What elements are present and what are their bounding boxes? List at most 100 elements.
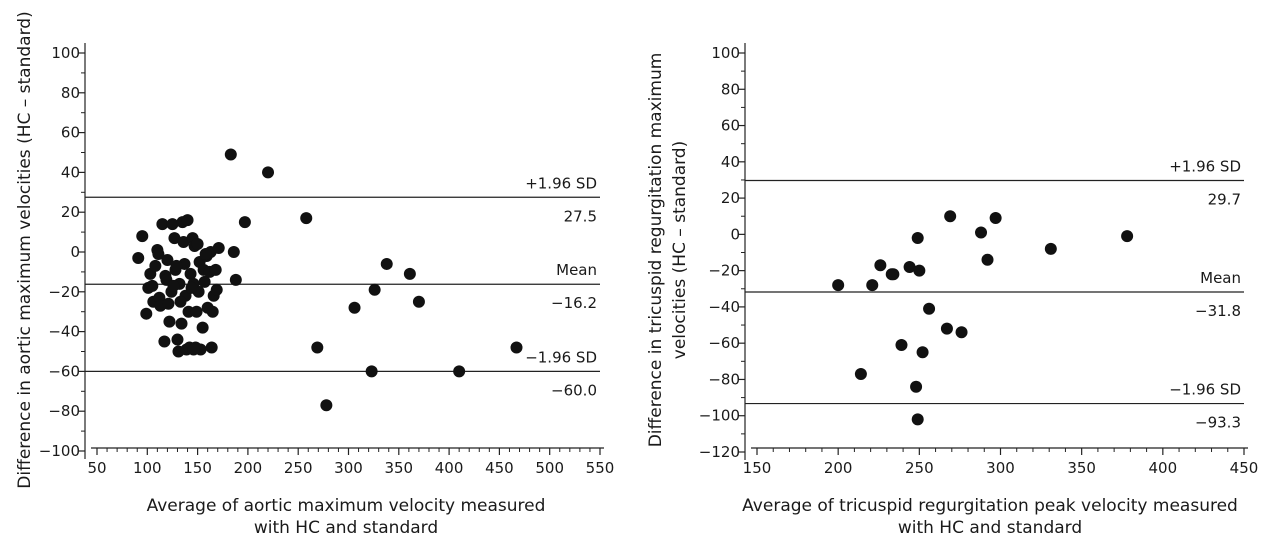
- reference-line-label: +1.96 SD: [525, 174, 597, 192]
- x-tick-label: 150: [183, 459, 212, 477]
- data-point: [132, 251, 145, 264]
- data-point: [380, 257, 393, 270]
- data-point: [874, 259, 887, 272]
- x-tick-label: 200: [234, 459, 263, 477]
- data-point: [510, 341, 523, 354]
- data-point: [187, 343, 200, 356]
- reference-line-value: 29.7: [1208, 190, 1241, 208]
- data-point: [320, 399, 333, 412]
- x-tick-label: 400: [1149, 459, 1178, 477]
- data-point: [161, 253, 174, 266]
- x-tick-label: 250: [905, 459, 934, 477]
- data-point: [229, 273, 242, 286]
- data-point: [262, 166, 275, 179]
- y-axis-label: velocities (HC – standard): [670, 141, 690, 359]
- reference-line-label: −1.96 SD: [525, 348, 597, 366]
- x-tick-label: 50: [87, 459, 106, 477]
- data-point: [136, 230, 149, 243]
- data-point: [175, 317, 188, 330]
- x-ticks: 50 100 150 200 250 300 350 400 450 500 550: [87, 448, 614, 477]
- data-point: [895, 338, 908, 351]
- data-point: [152, 247, 165, 260]
- data-point: [923, 302, 936, 315]
- data-point: [156, 218, 169, 231]
- data-point: [212, 242, 225, 255]
- data-point: [170, 259, 183, 272]
- data-point: [167, 279, 180, 292]
- data-point: [975, 226, 988, 239]
- x-tick-label: 350: [1067, 459, 1096, 477]
- data-point: [206, 305, 219, 318]
- data-point: [238, 216, 251, 229]
- y-tick-label: 100: [711, 44, 740, 62]
- data-points: [832, 210, 1134, 426]
- data-point: [209, 263, 222, 276]
- y-tick-label: −100: [699, 407, 740, 425]
- y-tick-label: −120: [699, 443, 740, 461]
- data-point: [911, 231, 924, 244]
- y-tick-label: 40: [61, 163, 80, 181]
- y-tick-label: 0: [70, 243, 80, 261]
- data-point: [300, 212, 313, 225]
- y-tick-label: −80: [708, 370, 740, 388]
- y-tick-label: 100: [51, 44, 80, 62]
- x-tick-label: 200: [824, 459, 853, 477]
- data-point: [916, 346, 929, 359]
- y-tick-label: −80: [48, 402, 80, 420]
- x-axis-label: with HC and standard: [254, 518, 438, 538]
- data-point: [181, 214, 194, 227]
- data-point: [887, 268, 900, 281]
- x-tick-label: 300: [986, 459, 1015, 477]
- y-tick-label: −40: [708, 298, 740, 316]
- data-point: [149, 259, 162, 272]
- data-point: [911, 413, 924, 426]
- x-axis-label: Average of aortic maximum velocity measu…: [147, 496, 546, 516]
- data-point: [866, 279, 879, 292]
- data-point: [191, 238, 204, 251]
- y-tick-label: 60: [61, 124, 80, 142]
- reference-line-value: −31.8: [1195, 302, 1241, 320]
- data-point: [412, 295, 425, 308]
- data-point: [198, 275, 211, 288]
- reference-line-label: Mean: [1200, 269, 1241, 287]
- x-tick-label: 500: [535, 459, 564, 477]
- x-axis-label: with HC and standard: [898, 518, 1082, 538]
- data-point: [910, 380, 923, 393]
- data-point: [832, 279, 845, 292]
- data-point: [196, 321, 209, 334]
- reference-line-value: −93.3: [1195, 414, 1241, 432]
- x-tick-label: 450: [485, 459, 514, 477]
- data-point: [854, 368, 867, 381]
- y-tick-label: 60: [721, 117, 740, 135]
- data-point: [403, 267, 416, 280]
- y-tick-label: −60: [708, 334, 740, 352]
- reference-line-value: −60.0: [551, 381, 597, 399]
- x-tick-label: 250: [284, 459, 313, 477]
- x-tick-label: 100: [133, 459, 162, 477]
- data-point: [453, 365, 466, 378]
- y-tick-label: −60: [48, 362, 80, 380]
- data-point: [989, 212, 1002, 225]
- data-point: [348, 301, 361, 314]
- x-axis-label: Average of tricuspid regurgitation peak …: [742, 496, 1238, 516]
- x-tick-label: 450: [1230, 459, 1259, 477]
- data-point: [944, 210, 957, 223]
- data-point: [903, 261, 916, 274]
- y-ticks: 100 80 60 40 20 0 −20 −40 −60 −80 −100 −120: [699, 44, 745, 461]
- x-ticks: 150 200 250 300 350 400 450: [743, 448, 1259, 477]
- y-tick-label: −20: [708, 262, 740, 280]
- data-point: [227, 246, 240, 258]
- y-tick-label: 80: [61, 84, 80, 102]
- data-point: [140, 307, 153, 320]
- data-point: [171, 333, 184, 346]
- data-point: [166, 218, 179, 231]
- reference-lines: +1.96 SD 27.5 Mean −16.2 −1.96 SD −60.0: [85, 174, 600, 399]
- data-point: [174, 295, 187, 308]
- data-point: [199, 247, 212, 260]
- y-tick-label: −40: [48, 323, 80, 341]
- data-point: [365, 365, 378, 378]
- data-point: [158, 335, 171, 348]
